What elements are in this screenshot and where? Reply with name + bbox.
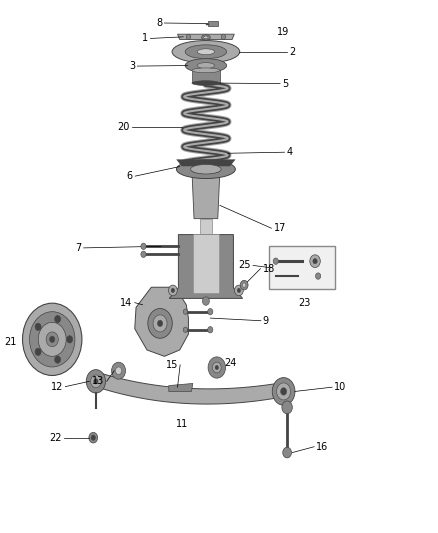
Ellipse shape xyxy=(201,35,210,40)
Circle shape xyxy=(94,378,98,384)
Circle shape xyxy=(221,34,226,39)
Text: 4: 4 xyxy=(287,147,293,157)
Circle shape xyxy=(116,367,122,374)
Ellipse shape xyxy=(177,160,235,179)
Polygon shape xyxy=(192,70,220,83)
Circle shape xyxy=(171,288,175,293)
Ellipse shape xyxy=(197,49,215,55)
Text: 22: 22 xyxy=(49,433,62,443)
Polygon shape xyxy=(192,171,220,219)
Polygon shape xyxy=(169,383,193,391)
Circle shape xyxy=(283,447,291,458)
Bar xyxy=(269,246,335,289)
Polygon shape xyxy=(169,235,243,298)
Ellipse shape xyxy=(192,68,220,72)
Text: 2: 2 xyxy=(289,47,295,56)
Text: 7: 7 xyxy=(75,243,81,253)
Polygon shape xyxy=(135,287,188,357)
Circle shape xyxy=(208,309,213,315)
Circle shape xyxy=(212,362,221,373)
Text: 3: 3 xyxy=(129,61,135,71)
Text: 24: 24 xyxy=(224,358,237,368)
Circle shape xyxy=(237,288,240,293)
Circle shape xyxy=(273,258,279,264)
Circle shape xyxy=(240,280,248,290)
Text: 12: 12 xyxy=(51,382,63,392)
Circle shape xyxy=(141,243,146,249)
Ellipse shape xyxy=(185,59,226,72)
Circle shape xyxy=(242,283,246,287)
Circle shape xyxy=(234,285,243,296)
Circle shape xyxy=(169,285,177,296)
Polygon shape xyxy=(193,233,219,293)
Circle shape xyxy=(55,316,61,323)
Text: 18: 18 xyxy=(263,264,275,273)
Text: 15: 15 xyxy=(166,360,178,370)
Circle shape xyxy=(55,356,61,364)
Ellipse shape xyxy=(204,36,208,39)
Circle shape xyxy=(141,251,146,257)
Text: 20: 20 xyxy=(117,122,130,132)
Circle shape xyxy=(29,312,75,367)
Circle shape xyxy=(315,273,321,279)
Text: 16: 16 xyxy=(316,442,328,451)
Circle shape xyxy=(91,435,95,440)
Circle shape xyxy=(67,336,73,343)
Text: 19: 19 xyxy=(277,27,289,37)
Text: 5: 5 xyxy=(283,79,289,88)
Text: 10: 10 xyxy=(334,382,346,392)
Circle shape xyxy=(112,362,126,379)
Text: 8: 8 xyxy=(156,18,162,28)
Circle shape xyxy=(46,332,58,347)
Circle shape xyxy=(202,297,209,305)
Polygon shape xyxy=(177,34,234,39)
Circle shape xyxy=(313,259,317,264)
Circle shape xyxy=(282,401,292,414)
Circle shape xyxy=(208,327,213,333)
Circle shape xyxy=(86,369,106,393)
Circle shape xyxy=(310,255,320,268)
Text: 11: 11 xyxy=(176,419,188,429)
Ellipse shape xyxy=(197,62,215,68)
Circle shape xyxy=(148,309,172,338)
Polygon shape xyxy=(200,219,212,272)
Circle shape xyxy=(183,309,187,314)
Bar xyxy=(208,21,218,26)
Circle shape xyxy=(215,366,219,369)
Circle shape xyxy=(38,322,66,357)
Text: 14: 14 xyxy=(120,297,133,308)
Circle shape xyxy=(49,336,55,343)
Ellipse shape xyxy=(185,45,226,59)
Ellipse shape xyxy=(192,80,220,85)
Circle shape xyxy=(281,387,287,395)
Text: 21: 21 xyxy=(4,337,17,347)
Circle shape xyxy=(22,303,82,375)
Circle shape xyxy=(35,348,41,356)
Circle shape xyxy=(35,323,41,330)
Circle shape xyxy=(186,34,191,39)
Text: 17: 17 xyxy=(274,223,286,233)
Circle shape xyxy=(208,357,226,378)
Ellipse shape xyxy=(192,168,220,173)
Polygon shape xyxy=(177,160,235,166)
Ellipse shape xyxy=(172,41,240,63)
Circle shape xyxy=(153,315,167,332)
Circle shape xyxy=(91,375,101,387)
Text: 1: 1 xyxy=(142,34,148,43)
Text: 6: 6 xyxy=(127,171,133,181)
Circle shape xyxy=(89,432,98,443)
Text: 23: 23 xyxy=(298,298,311,309)
Circle shape xyxy=(183,327,187,333)
Circle shape xyxy=(272,377,295,405)
Text: 13: 13 xyxy=(92,376,105,386)
Circle shape xyxy=(277,383,290,400)
Ellipse shape xyxy=(191,165,221,174)
Text: 9: 9 xyxy=(263,316,269,326)
Polygon shape xyxy=(96,372,284,404)
Text: 25: 25 xyxy=(238,261,251,270)
Circle shape xyxy=(157,320,162,327)
